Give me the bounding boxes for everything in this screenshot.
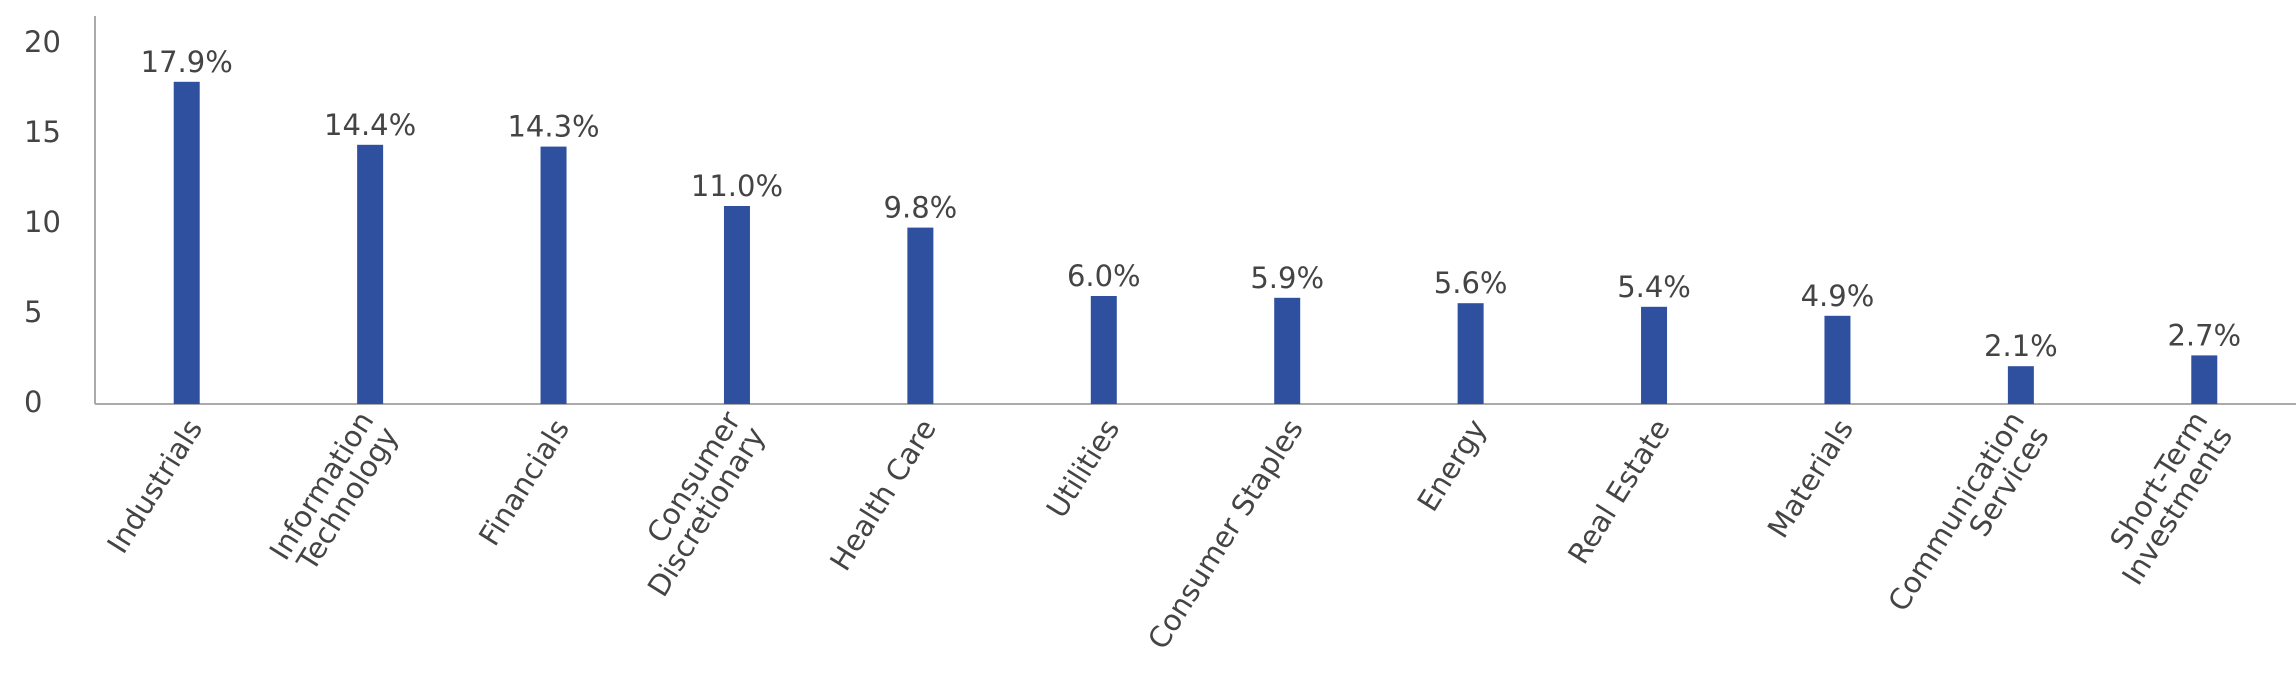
x-tick-label: Materials <box>1761 413 1860 544</box>
value-label: 5.6% <box>1434 266 1508 300</box>
value-label: 4.9% <box>1801 279 1875 313</box>
value-label: 2.1% <box>1984 329 2058 363</box>
bar <box>723 206 750 404</box>
x-tick-label: Short-TermInvestments <box>2091 405 2239 591</box>
bar <box>1457 303 1484 404</box>
x-tick-label: Utilities <box>1040 413 1127 524</box>
bar <box>2007 366 2034 404</box>
value-label: 17.9% <box>141 45 233 79</box>
value-label: 9.8% <box>884 191 958 225</box>
bar <box>1641 306 1668 404</box>
y-tick-label: 15 <box>24 115 61 149</box>
bar <box>1274 297 1301 404</box>
value-label: 14.4% <box>324 108 416 142</box>
y-tick-label: 20 <box>24 25 61 59</box>
value-label: 2.7% <box>2167 318 2241 352</box>
x-tick-label: Financials <box>472 413 576 552</box>
x-tick-label: ConsumerDiscretionary <box>616 405 772 602</box>
bar <box>1090 296 1117 404</box>
value-label: 14.3% <box>507 110 599 144</box>
x-tick-label: Real Estate <box>1561 413 1676 570</box>
y-tick-label: 0 <box>24 385 42 419</box>
x-tick-label: Consumer Staples <box>1141 413 1310 655</box>
bar <box>357 144 384 405</box>
bar <box>2191 355 2218 404</box>
value-label: 11.0% <box>691 169 783 203</box>
x-tick-label: CommunicationServices <box>1881 405 2056 632</box>
y-tick-label: 10 <box>24 205 61 239</box>
x-tick-label: InformationTechnology <box>263 405 405 581</box>
y-tick-label: 5 <box>24 295 42 329</box>
bar <box>1824 315 1851 404</box>
bar <box>907 227 934 404</box>
value-label: 5.9% <box>1250 261 1324 295</box>
value-label: 6.0% <box>1067 259 1141 293</box>
bar <box>173 81 200 405</box>
x-tick-label: Energy <box>1411 413 1494 517</box>
x-tick-label: Industrials <box>100 413 209 559</box>
bar <box>540 146 567 404</box>
x-tick-label: Health Care <box>823 413 943 577</box>
value-label: 5.4% <box>1617 270 1691 304</box>
